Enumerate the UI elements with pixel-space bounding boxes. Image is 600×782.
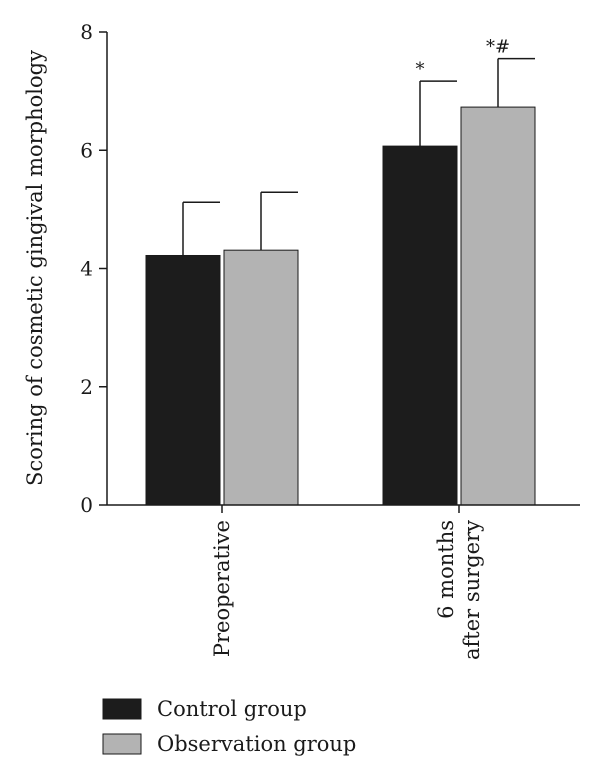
legend: Control group Observation group [102, 697, 356, 756]
bar-control-1 [382, 145, 458, 506]
y-tick-label: 6 [80, 138, 93, 162]
error-bars-layer [182, 57, 535, 256]
significance-annotation: * [416, 59, 425, 80]
legend-label-control: Control group [157, 697, 307, 721]
bars-layer [145, 106, 536, 506]
category-label: Preoperative [210, 520, 234, 657]
labels-layer: * *# 0 2 4 6 8 Scoring of cosmetic gingival mor… [23, 20, 510, 660]
y-axis-title: Scoring of cosmetic gingival morphology [23, 50, 47, 486]
legend-swatch-observation [102, 733, 142, 755]
significance-annotation: *# [486, 37, 510, 58]
bar-control-0 [145, 254, 221, 506]
y-tick-label: 0 [80, 493, 93, 517]
bar-observation-1 [460, 106, 536, 506]
legend-swatch-control [102, 698, 142, 720]
axes-layer [99, 31, 580, 513]
legend-label-observation: Observation group [157, 732, 356, 756]
category-label: after surgery [460, 520, 484, 660]
y-tick-label: 2 [80, 375, 93, 399]
bar-observation-0 [223, 249, 299, 506]
y-tick-label: 8 [80, 20, 93, 44]
y-tick-label: 4 [80, 257, 93, 281]
category-label: 6 months [434, 520, 458, 619]
